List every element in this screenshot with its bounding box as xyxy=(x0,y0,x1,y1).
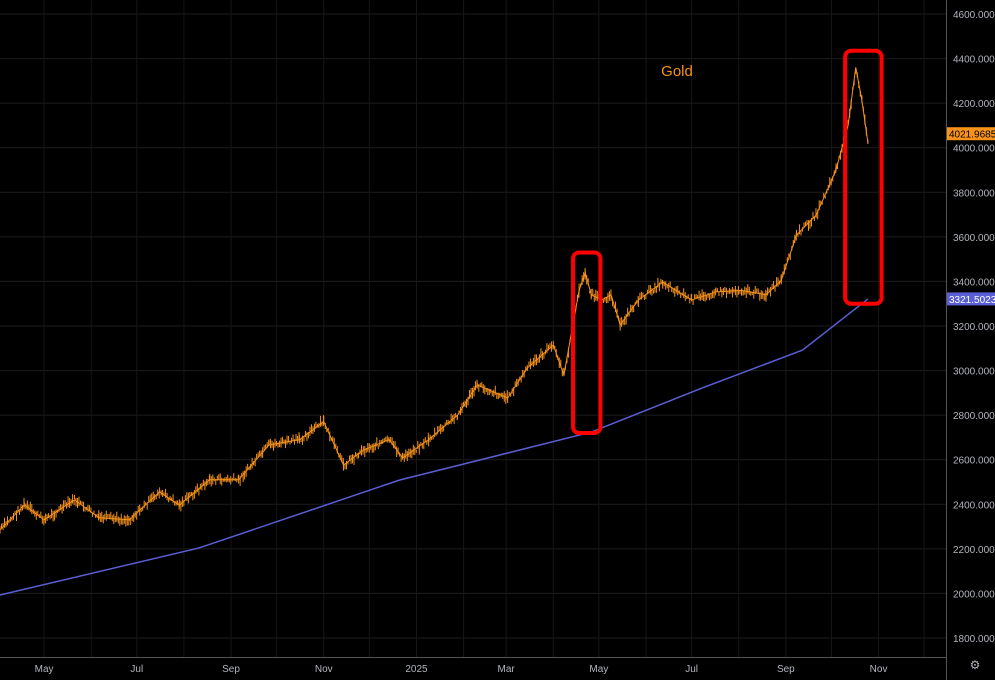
y-tick-label: 2400.0000 xyxy=(953,500,995,511)
x-tick-label: Mar xyxy=(498,664,516,675)
annotations xyxy=(571,48,884,435)
last-price-tag xyxy=(947,292,995,306)
last-price-label: 4021.9685 xyxy=(949,130,995,141)
last-price-label: 3321.5023 xyxy=(949,295,995,306)
y-tick-label: 3800.0000 xyxy=(953,188,995,199)
y-tick-label: 2200.0000 xyxy=(953,545,995,556)
x-tick-label: Nov xyxy=(870,664,888,675)
last-price-tag xyxy=(947,127,995,141)
y-tick-label: 4400.0000 xyxy=(953,55,995,66)
x-tick-label: Sep xyxy=(777,664,795,675)
price-tags: 4021.9685 3321.5023 xyxy=(947,127,995,306)
y-tick-label: 3400.0000 xyxy=(953,277,995,288)
settings-gear-icon[interactable]: ⚙ xyxy=(969,658,981,672)
x-tick-label: May xyxy=(35,664,54,675)
highlight-box xyxy=(571,250,603,435)
moving-average-line xyxy=(0,298,869,596)
x-tick-label: May xyxy=(589,664,608,675)
y-tick-label: 4200.0000 xyxy=(953,99,995,110)
chart-title: Gold xyxy=(661,63,693,80)
y-tick-label: 3200.0000 xyxy=(953,322,995,333)
gold-price-line xyxy=(0,67,869,531)
x-tick-label: 2025 xyxy=(405,664,428,675)
y-tick-label: 2800.0000 xyxy=(953,411,995,422)
y-tick-label: 1800.0000 xyxy=(953,634,995,645)
y-tick-label: 4000.0000 xyxy=(953,144,995,155)
series-layer xyxy=(0,67,869,596)
grid xyxy=(0,0,946,657)
x-tick-label: Jul xyxy=(685,664,698,675)
x-tick-label: Nov xyxy=(315,664,333,675)
y-tick-label: 2600.0000 xyxy=(953,456,995,467)
y-tick-label: 3000.0000 xyxy=(953,367,995,378)
y-axis[interactable]: 4600.0000 4400.0000 4200.0000 4000.0000 3800… xyxy=(953,10,995,645)
x-axis[interactable]: May Jul Sep Nov 2025 Mar May Jul Sep Nov xyxy=(35,664,888,675)
y-tick-label: 4600.0000 xyxy=(953,10,995,21)
y-tick-label: 2000.0000 xyxy=(953,589,995,600)
x-tick-label: Sep xyxy=(222,664,240,675)
x-tick-label: Jul xyxy=(130,664,143,675)
y-tick-label: 3600.0000 xyxy=(953,233,995,244)
highlight-box xyxy=(843,48,884,306)
